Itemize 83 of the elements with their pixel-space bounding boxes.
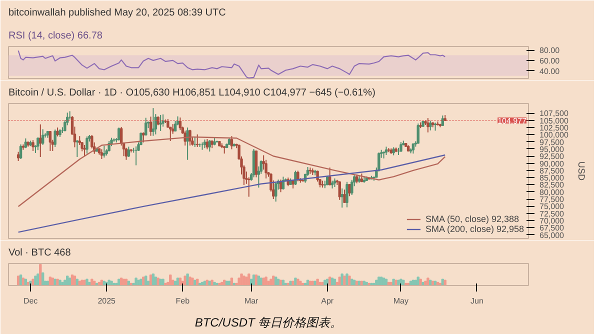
candlestick <box>54 129 56 148</box>
y-tick-label: 85,000 <box>540 174 565 183</box>
x-tick-label: Mar <box>244 296 259 306</box>
y-tick-label: 95,000 <box>540 144 565 154</box>
chart-title: Vol · BTC 468 <box>8 248 72 258</box>
candlestick <box>174 120 177 132</box>
y-tick-label: 102,500 <box>540 124 569 133</box>
candlestick <box>348 184 351 197</box>
candlestick <box>416 123 420 144</box>
x-tick-label: Jun <box>470 296 484 306</box>
candlestick <box>426 118 430 133</box>
candlestick <box>230 136 234 150</box>
candlestick <box>412 143 415 154</box>
x-tick-label: Apr <box>321 296 334 306</box>
candlestick <box>124 147 128 160</box>
y-tick-label: 87,500 <box>540 166 565 176</box>
candlestick <box>178 117 182 131</box>
candlestick <box>441 115 444 126</box>
y-tick-label: 72,500 <box>540 209 565 218</box>
line-series <box>18 154 446 233</box>
candlestick <box>108 140 110 152</box>
y-tick-label: 90,000 <box>540 159 565 168</box>
x-tick-label: Dec <box>23 296 38 306</box>
x-tick-label: 2025 <box>98 296 116 306</box>
candlestick <box>100 148 104 160</box>
candlestick <box>86 136 88 154</box>
candlestick <box>206 138 209 150</box>
candlestick <box>346 181 348 208</box>
candlestick <box>149 116 152 136</box>
candlestick <box>196 134 199 148</box>
candlestick <box>162 114 164 128</box>
y-tick-label: 80.00 <box>540 46 560 56</box>
candlestick <box>254 150 258 178</box>
y-tick-label: 105,000 <box>540 116 569 126</box>
y-tick-label: 107,500 <box>540 109 569 118</box>
candlestick <box>41 128 44 146</box>
y-tick-label: 40.00 <box>540 66 560 76</box>
y-tick-label: 65,000 <box>540 230 565 240</box>
y-tick-label: 75,000 <box>540 202 565 212</box>
candlestick <box>274 181 278 202</box>
chart-title: Bitcoin / U.S. Dollar · 1D · O105,630 H106,851 L104,910 C104,977 −645 (−0.61%) <box>8 88 376 98</box>
candlestick <box>152 108 155 136</box>
ref-line-label: 104,977 <box>498 116 528 126</box>
candlestick <box>343 189 346 204</box>
candlestick <box>159 114 162 132</box>
y-tick-label: 82,500 <box>540 180 565 190</box>
chart-subtitle: RSI (14, close) 66.78 <box>8 30 103 42</box>
candlestick <box>144 117 148 136</box>
candlestick <box>400 142 402 152</box>
candlestick <box>127 146 130 158</box>
text: BTC/USDT 每日价格图表。 <box>194 316 342 330</box>
candlestick <box>19 144 22 160</box>
y-tick-label: 70,000 <box>540 216 565 226</box>
y-tick-label: 67,500 <box>540 224 565 233</box>
candlestick <box>429 120 432 131</box>
candlestick <box>16 151 20 162</box>
candlestick <box>252 148 256 178</box>
candlestick <box>48 130 52 152</box>
y-tick-label: 60.00 <box>540 56 560 66</box>
candlestick <box>350 179 354 196</box>
x-tick-label: Feb <box>176 296 190 306</box>
candlestick <box>39 124 42 158</box>
y-tick-label: 92,500 <box>540 152 565 162</box>
y-tick-label: 80,000 <box>540 188 565 197</box>
y-tick-label: 77,500 <box>540 195 565 204</box>
candlestick <box>264 159 268 179</box>
candlestick <box>36 137 40 151</box>
candlestick <box>118 127 120 142</box>
legend-label: SMA (50, close) 92,388 <box>425 214 519 224</box>
candlestick <box>340 188 344 208</box>
y-axis-title: USD <box>576 162 586 181</box>
y-tick-label: 97,500 <box>540 138 565 147</box>
candlestick <box>102 145 106 158</box>
legend-label: SMA (200, close) 92,958 <box>425 224 524 234</box>
candlestick <box>296 170 300 182</box>
candlestick <box>83 144 86 157</box>
candlestick <box>328 167 332 186</box>
line-series <box>18 50 446 78</box>
candlestick <box>32 140 34 152</box>
x-tick-label: May <box>393 296 409 306</box>
candlestick <box>76 140 79 158</box>
chart-title: bitcoinwallah published May 20, 2025 08:39 UTC <box>8 8 226 18</box>
y-tick-label: 100,000 <box>540 130 569 140</box>
